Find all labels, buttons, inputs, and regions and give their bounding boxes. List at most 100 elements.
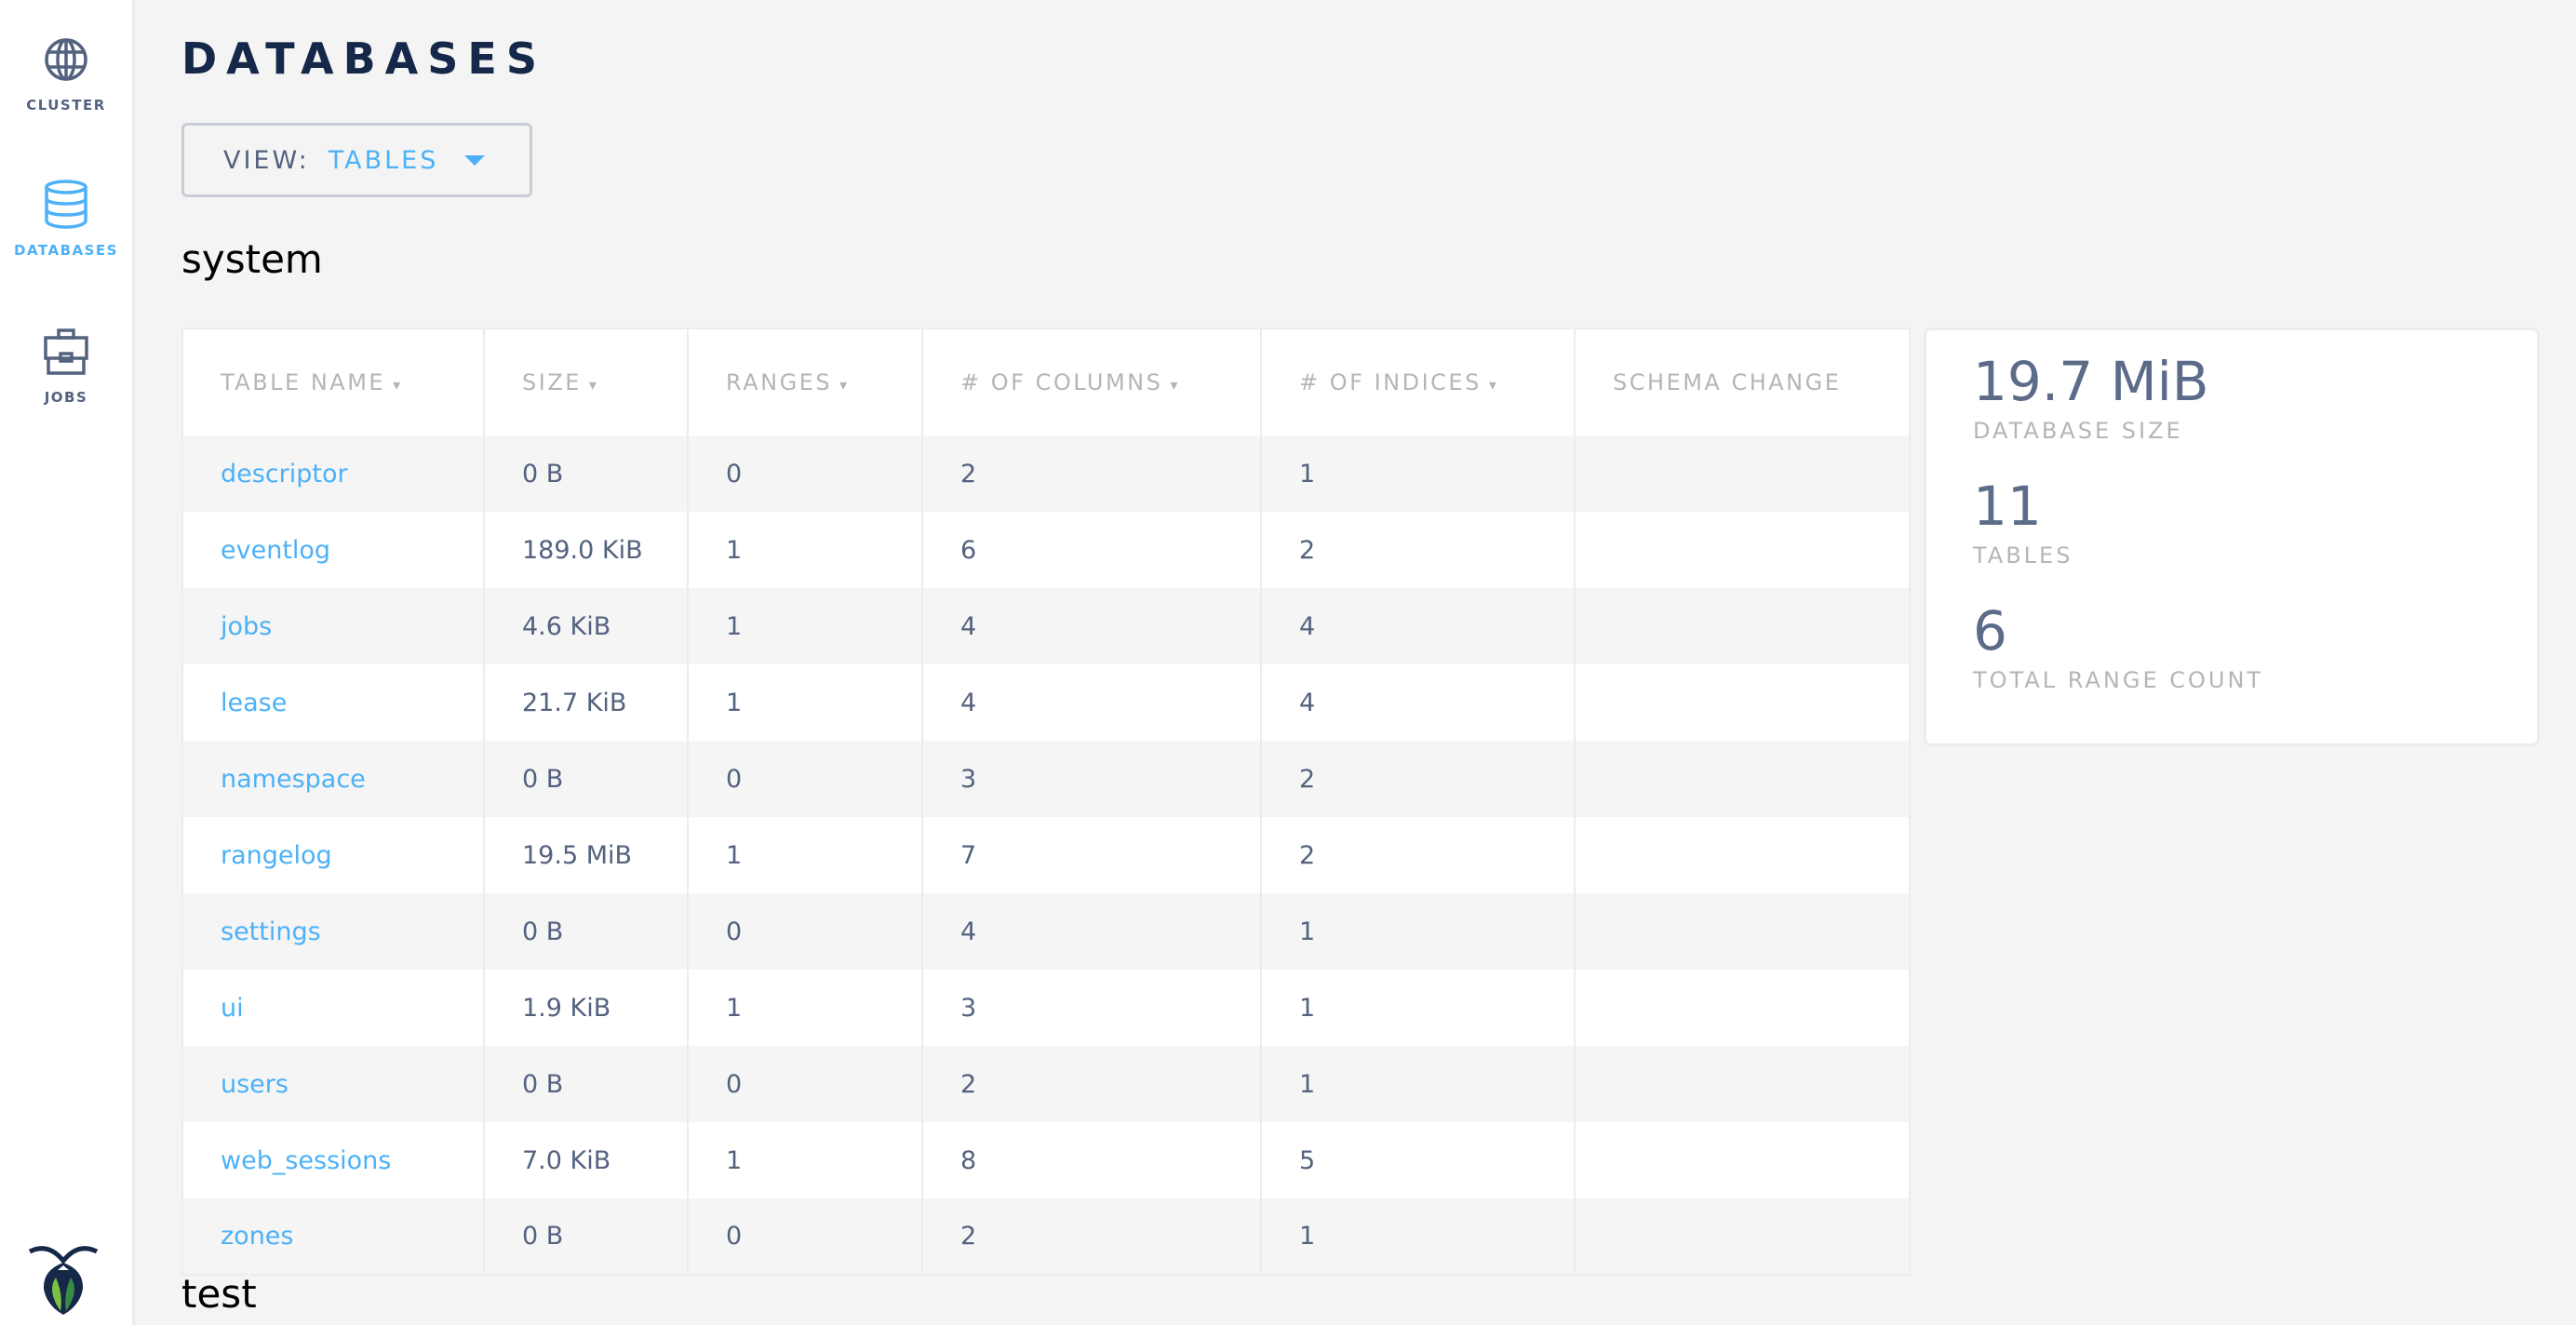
table-cell: 4 — [921, 893, 1261, 970]
table-row: rangelog 19.5 MiB 1 7 2 — [181, 817, 1910, 893]
column-header: SCHEMA CHANGE — [1574, 328, 1910, 435]
column-header[interactable]: # OF COLUMNS ▾ — [921, 328, 1261, 435]
column-header[interactable]: TABLE NAME ▾ — [181, 328, 484, 435]
table-row: ui 1.9 KiB 1 3 1 — [181, 970, 1910, 1046]
table-cell: 1 — [687, 1122, 922, 1198]
sidebar-item-cluster[interactable]: CLUSTER — [0, 35, 132, 114]
table-cell: 2 — [921, 435, 1261, 512]
table-cell: 0 B — [483, 435, 688, 512]
table-cell: 0 B — [483, 893, 688, 970]
table-cell: 2 — [1260, 512, 1575, 588]
table-name-link[interactable]: lease — [181, 664, 484, 741]
stat-range-count: 6 TOTAL RANGE COUNT — [1973, 604, 2537, 693]
sort-arrow-icon[interactable]: ▾ — [588, 376, 599, 394]
table-name-link[interactable]: eventlog — [181, 512, 484, 588]
table-cell: 1 — [1260, 1046, 1575, 1122]
table-name-link[interactable]: namespace — [181, 741, 484, 817]
table-cell: 2 — [1260, 817, 1575, 893]
table-cell — [1574, 893, 1910, 970]
table-row: eventlog 189.0 KiB 1 6 2 — [181, 512, 1910, 588]
table-cell — [1574, 970, 1910, 1046]
table-cell — [1574, 1198, 1910, 1275]
table-cell: 0 — [687, 1198, 922, 1275]
column-header-label: SIZE — [522, 369, 582, 395]
table-name-link[interactable]: rangelog — [181, 817, 484, 893]
caret-down-icon — [464, 154, 486, 166]
table-cell — [1574, 588, 1910, 664]
table-cell: 3 — [921, 970, 1261, 1046]
table-cell — [1574, 1046, 1910, 1122]
sort-arrow-icon[interactable]: ▾ — [1488, 376, 1499, 394]
stat-label: TABLES — [1973, 542, 2073, 569]
table-cell: 7 — [921, 817, 1261, 893]
table-cell: 1 — [687, 512, 922, 588]
column-header-label: RANGES — [726, 369, 833, 395]
view-label: VIEW: — [223, 145, 310, 175]
table-cell: 0 — [687, 1046, 922, 1122]
table-cell — [1574, 1122, 1910, 1198]
stat-label: TOTAL RANGE COUNT — [1973, 667, 2264, 693]
column-header[interactable]: RANGES ▾ — [687, 328, 922, 435]
table-row: web_sessions 7.0 KiB 1 8 5 — [181, 1122, 1910, 1198]
table-name-link[interactable]: web_sessions — [181, 1122, 484, 1198]
table-cell: 0 B — [483, 741, 688, 817]
view-dropdown[interactable]: VIEW: TABLES — [181, 123, 532, 197]
table-name-link[interactable]: descriptor — [181, 435, 484, 512]
database-icon — [45, 180, 87, 229]
sort-arrow-icon[interactable]: ▾ — [393, 376, 403, 394]
briefcase-icon — [44, 328, 88, 375]
stat-tables: 11 TABLES — [1973, 479, 2537, 569]
table-cell: 0 — [687, 435, 922, 512]
table-cell: 4 — [921, 664, 1261, 741]
table-cell: 2 — [1260, 741, 1575, 817]
sidebar: CLUSTER DATABASES JOBS — [0, 0, 135, 1325]
sort-arrow-icon[interactable]: ▾ — [1170, 376, 1180, 394]
table-cell: 189.0 KiB — [483, 512, 688, 588]
table-cell: 4.6 KiB — [483, 588, 688, 664]
sort-arrow-icon[interactable]: ▾ — [839, 376, 850, 394]
table-cell: 6 — [921, 512, 1261, 588]
stat-database-size: 19.7 MiB DATABASE SIZE — [1973, 355, 2537, 444]
table-cell: 1 — [687, 970, 922, 1046]
table-name-link[interactable]: zones — [181, 1198, 484, 1275]
column-header-label: # OF INDICES — [1299, 369, 1482, 395]
table-cell: 1 — [687, 664, 922, 741]
table-cell: 0 — [687, 741, 922, 817]
table-name-link[interactable]: settings — [181, 893, 484, 970]
column-header-label: TABLE NAME — [221, 369, 386, 395]
table-name-link[interactable]: jobs — [181, 588, 484, 664]
column-header[interactable]: # OF INDICES ▾ — [1260, 328, 1575, 435]
sidebar-item-databases[interactable]: DATABASES — [0, 179, 132, 259]
table-row: jobs 4.6 KiB 1 4 4 — [181, 588, 1910, 664]
table-name-link[interactable]: ui — [181, 970, 484, 1046]
table-cell: 1.9 KiB — [483, 970, 688, 1046]
column-header-label: # OF COLUMNS — [960, 369, 1163, 395]
table-cell: 1 — [1260, 970, 1575, 1046]
database-name: system — [181, 236, 323, 282]
column-header-label: SCHEMA CHANGE — [1613, 369, 1842, 395]
table-row: lease 21.7 KiB 1 4 4 — [181, 664, 1910, 741]
database-name: test — [181, 1271, 257, 1317]
table-cell — [1574, 512, 1910, 588]
table-cell: 5 — [1260, 1122, 1575, 1198]
table-name-link[interactable]: users — [181, 1046, 484, 1122]
page-title: DATABASES — [181, 33, 546, 84]
table-cell — [1574, 741, 1910, 817]
table-cell: 2 — [921, 1046, 1261, 1122]
table-cell — [1574, 664, 1910, 741]
cockroachdb-logo[interactable] — [28, 1242, 99, 1317]
column-header[interactable]: SIZE ▾ — [483, 328, 688, 435]
table-cell: 0 B — [483, 1198, 688, 1275]
table-cell: 0 — [687, 893, 922, 970]
stat-value: 19.7 MiB — [1973, 350, 2209, 413]
table-cell: 4 — [1260, 664, 1575, 741]
table-cell: 7.0 KiB — [483, 1122, 688, 1198]
sidebar-item-label: JOBS — [44, 389, 88, 406]
table-cell: 3 — [921, 741, 1261, 817]
table-cell: 1 — [1260, 893, 1575, 970]
sidebar-item-jobs[interactable]: JOBS — [0, 328, 132, 406]
